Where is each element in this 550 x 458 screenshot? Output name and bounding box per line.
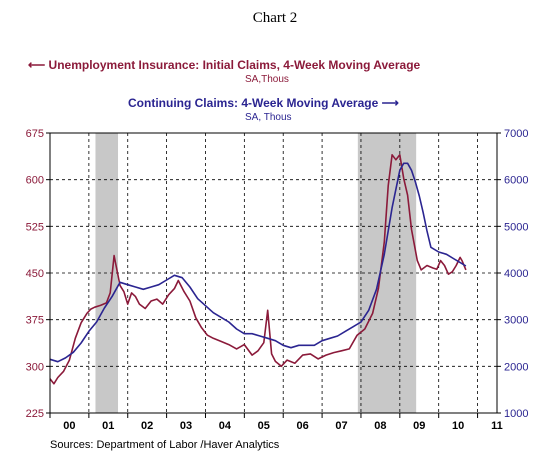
right-axis-tick-label: 7000 [504, 128, 528, 140]
x-axis-tick-label: 08 [374, 420, 386, 432]
left-axis-tick-label: 375 [26, 315, 44, 327]
right-axis-tick-label: 6000 [504, 175, 528, 187]
x-axis-tick-label: 04 [219, 420, 232, 432]
legend-continuing-claims: Continuing Claims: 4-Week Moving Average… [128, 96, 399, 110]
left-axis-tick-label: 300 [26, 361, 44, 373]
right-axis-tick-label: 1000 [504, 408, 528, 420]
left-axis-tick-label: 525 [26, 221, 44, 233]
initial-claims-line [49, 154, 467, 385]
left-arrow-icon: ⟵ [28, 58, 46, 72]
legend-continuing-claims-label: Continuing Claims: 4-Week Moving Average [128, 96, 379, 110]
x-axis-tick-label: 06 [297, 420, 309, 432]
right-axis-tick-label: 4000 [504, 268, 528, 280]
x-axis-tick-label: 10 [452, 420, 464, 432]
chart-title: Chart 2 [252, 10, 298, 26]
x-axis-tick-label: 03 [180, 420, 192, 432]
left-axis-tick-label: 600 [26, 175, 44, 187]
x-axis-tick-label: 00 [63, 420, 75, 432]
legend-initial-claims: ⟵ Unemployment Insurance: Initial Claims… [28, 58, 420, 72]
left-axis-tick-label: 675 [26, 128, 44, 140]
x-axis-tick-label: 11 [491, 420, 503, 432]
sources-note: Sources: Department of Labor /Haver Anal… [50, 439, 280, 451]
left-axis-tick-label: 225 [26, 408, 44, 420]
x-axis-tick-label: 09 [413, 420, 425, 432]
right-axis-tick-label: 2000 [504, 361, 528, 373]
x-axis-tick-label: 02 [141, 420, 153, 432]
x-axis-tick-label: 05 [258, 420, 270, 432]
x-axis-tick-label: 01 [102, 420, 114, 432]
left-axis-tick-label: 450 [26, 268, 44, 280]
legend-continuing-claims-unit: SA, Thous [245, 112, 292, 123]
legend-initial-claims-label: Unemployment Insurance: Initial Claims, … [48, 58, 421, 72]
right-axis-tick-label: 3000 [504, 315, 528, 327]
right-axis-tick-label: 5000 [504, 221, 528, 233]
legend-initial-claims-unit: SA,Thous [245, 74, 289, 85]
right-arrow-icon: ⟶ [381, 96, 399, 110]
continuing-claims-line [49, 162, 467, 363]
x-axis-tick-label: 07 [335, 420, 347, 432]
